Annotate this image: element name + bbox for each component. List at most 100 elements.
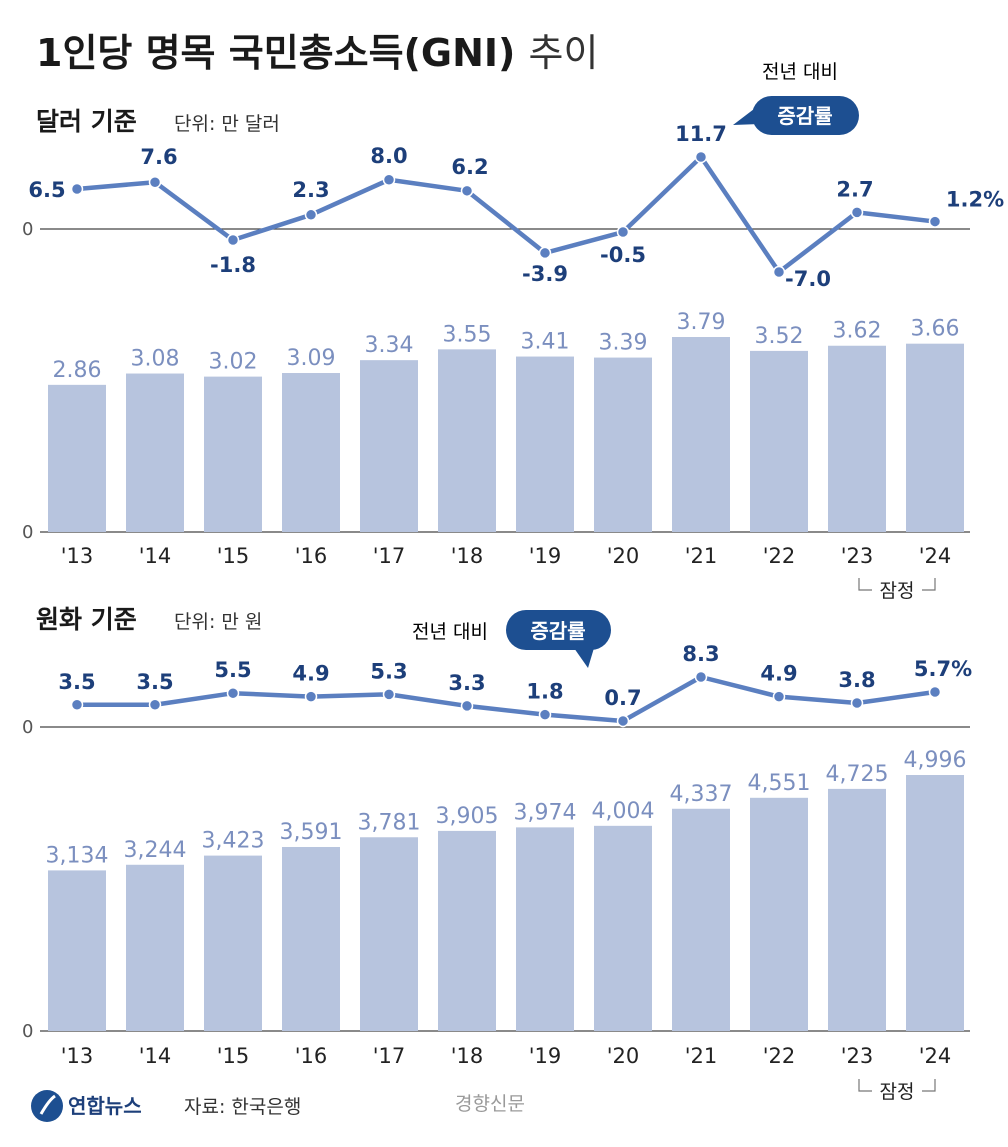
x-tick-label: '23 [841, 1044, 874, 1068]
zero-label: 0 [22, 717, 33, 738]
data-label: 3.3 [448, 671, 485, 695]
data-label: 8.0 [370, 144, 407, 168]
x-tick-label: '17 [373, 1044, 406, 1068]
bar [204, 376, 262, 532]
bar [672, 808, 730, 1031]
x-tick-label: '20 [607, 1044, 640, 1068]
bar [672, 337, 730, 532]
bar [750, 797, 808, 1031]
bar [828, 345, 886, 532]
bar-value-label: 3,591 [280, 820, 343, 845]
bar [750, 350, 808, 532]
data-point [304, 690, 318, 703]
svg-text:1인당 명목 국민총소득(GNI) 추이: 1인당 명목 국민총소득(GNI) 추이 [36, 31, 598, 75]
provisional-bracket [858, 578, 936, 591]
data-point [694, 670, 708, 684]
bar [360, 837, 418, 1031]
callout-badge-bg [506, 610, 611, 650]
bar [438, 349, 496, 532]
bar-value-label: 4,337 [670, 782, 733, 807]
bar [282, 373, 340, 532]
callout-badge-bg [752, 96, 859, 135]
provisional-marker-1: 잠정 [858, 578, 936, 602]
watermark: 경향신문 [455, 1093, 525, 1115]
data-label: 11.7 [675, 122, 727, 146]
data-point [928, 685, 942, 699]
yonhap-logo [31, 1090, 63, 1122]
data-point [850, 206, 864, 219]
logo-mark [39, 1094, 56, 1115]
source-text: 자료: 한국은행 [184, 1096, 301, 1118]
data-point [928, 215, 942, 228]
bar-value-label: 3.79 [677, 310, 726, 335]
bar [438, 830, 496, 1031]
data-point [382, 688, 396, 701]
callout-badge-label: 증감률 [530, 619, 585, 643]
x-tick-label: '17 [373, 544, 406, 568]
bar-value-label: 4,551 [748, 771, 811, 796]
bar-value-label: 3,134 [46, 843, 109, 868]
bar-value-label: 3.09 [287, 346, 336, 371]
callout-badge-1: 증감률 [733, 96, 859, 135]
bar-chart-won: 0 3,134 '13 3,244 '14 3,423 '15 3,591 '16 3,781 '… [22, 748, 970, 1068]
data-point [70, 698, 84, 712]
bar-value-label: 3.62 [833, 319, 882, 344]
data-label: 4.9 [760, 662, 797, 686]
data-label: -1.8 [210, 253, 256, 277]
x-tick-label: '18 [451, 544, 484, 568]
x-tick-label: '20 [607, 544, 640, 568]
brand-name: 연합뉴스 [68, 1094, 142, 1118]
data-label: 1.2% [946, 188, 1004, 212]
data-point [148, 175, 162, 189]
data-point [226, 233, 240, 247]
data-point [70, 182, 84, 196]
bar [828, 788, 886, 1031]
data-point [148, 698, 162, 712]
bar-value-label: 4,725 [826, 762, 889, 787]
data-label: 1.8 [526, 680, 563, 704]
data-point [772, 690, 786, 703]
x-tick-label: '16 [295, 1044, 328, 1068]
data-point [850, 696, 864, 710]
bar-value-label: 3,244 [124, 838, 187, 863]
bar [282, 846, 340, 1031]
data-point [304, 208, 318, 222]
data-label: 3.5 [136, 670, 173, 694]
x-tick-label: '22 [763, 1044, 796, 1068]
x-tick-label: '19 [529, 544, 562, 568]
callout-badge-2: 증감률 [506, 610, 611, 668]
bar [48, 384, 106, 532]
line-chart-dollar: 0 6.5 7.6 -1.8 2.3 8.0 6.2 -3.9 -0.5 11.7 -7.0 2.7… [22, 122, 1004, 291]
bar-chart-dollar: 0 2.86 '13 3.08 '14 3.02 '15 3.09 '16 3.34 '17 3.5… [22, 310, 970, 568]
x-tick-label: '21 [685, 544, 718, 568]
bar-value-label: 3.08 [131, 347, 180, 372]
x-tick-label: '15 [217, 544, 250, 568]
unit-won: 단위: 만 원 [174, 611, 262, 633]
callout-text-1: 전년 대비 [762, 61, 838, 83]
x-tick-label: '16 [295, 544, 328, 568]
x-tick-label: '18 [451, 1044, 484, 1068]
bar-value-label: 3.34 [365, 333, 414, 358]
bar [126, 373, 184, 532]
data-label: 5.7% [914, 657, 972, 681]
data-label: 7.6 [140, 145, 177, 169]
bar-value-label: 3,974 [514, 800, 577, 825]
x-tick-label: '24 [919, 544, 952, 568]
bar-value-label: 3.41 [521, 330, 570, 355]
data-point [694, 150, 708, 164]
provisional-bracket [858, 1079, 936, 1092]
callout-text-2: 전년 대비 [412, 621, 488, 643]
bar-value-label: 3,905 [436, 804, 499, 829]
x-tick-label: '14 [139, 544, 172, 568]
bar-value-label: 3,423 [202, 829, 265, 854]
bar [204, 855, 262, 1031]
data-point [616, 714, 630, 728]
x-tick-label: '14 [139, 1044, 172, 1068]
data-label: -0.5 [600, 243, 646, 267]
data-label: 6.5 [28, 178, 65, 202]
line-chart-won: 0 3.5 3.5 5.5 4.9 5.3 3.3 1.8 0.7 8.3 4.9 3.8 5.7% [22, 642, 972, 738]
bar [48, 870, 106, 1031]
provisional-label: 잠정 [880, 580, 915, 602]
